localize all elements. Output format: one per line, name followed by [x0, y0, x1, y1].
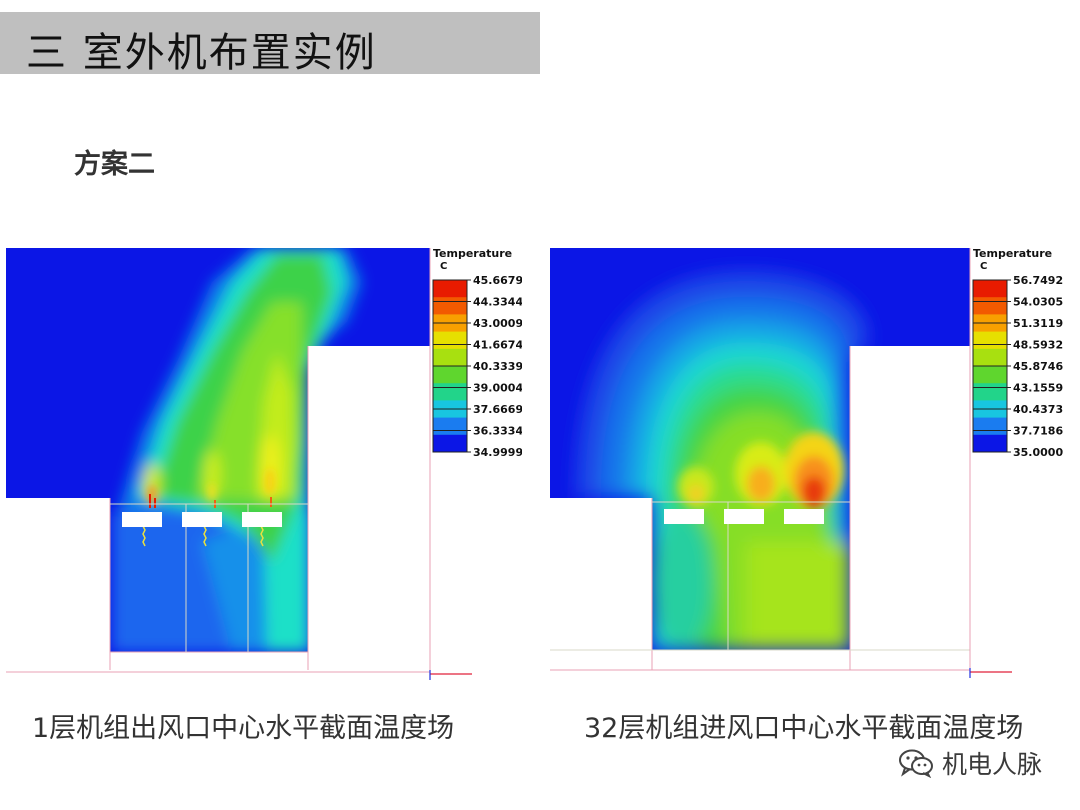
legend-color-band: [973, 297, 1007, 315]
legend-value: 37.7186: [1013, 425, 1063, 438]
legend-value: 41.6674: [473, 339, 522, 352]
watermark: 机电人脉: [898, 745, 1042, 781]
legend-value: 48.5932: [1013, 339, 1063, 352]
legend-color-band: [433, 331, 467, 350]
legend-value: 54.0305: [1013, 296, 1063, 309]
legend-color-band: [433, 348, 467, 367]
legend-value: 40.3339: [473, 360, 522, 373]
temperature-field-panel-2: Temperature C 56.7492 54.0305 51.3119 48.59…: [546, 242, 1066, 692]
legend-value: 39.0004: [473, 382, 522, 395]
title-bar: 三 室外机布置实例: [0, 12, 540, 76]
legend-title: Temperature: [433, 247, 512, 260]
legend-color-band: [973, 434, 1007, 453]
legend-color-band: [433, 366, 467, 384]
building-outline: [6, 248, 431, 674]
legend-color-band: [433, 297, 467, 315]
building-outline: [550, 248, 971, 674]
outdoor-unit: [122, 512, 162, 527]
legend-value: 35.0000: [1013, 446, 1063, 459]
legend-color-band: [973, 417, 1007, 436]
outdoor-unit: [784, 509, 824, 524]
watermark-text: 机电人脉: [942, 750, 1043, 779]
legend-value: 43.0009: [473, 317, 522, 330]
legend-unit: C: [980, 261, 987, 272]
legend-unit: C: [440, 261, 447, 272]
outdoor-unit: [242, 512, 282, 527]
legend-color-band: [973, 366, 1007, 384]
caption-panel-2: 32层机组进风口中心水平截面温度场: [584, 713, 1024, 744]
outdoor-unit: [182, 512, 222, 527]
legend-value: 45.6679: [473, 274, 522, 287]
legend-value: 34.9999: [473, 446, 522, 459]
legend-color-band: [433, 280, 467, 298]
legend-value: 37.6669: [473, 403, 522, 416]
legend-color-band: [433, 434, 467, 453]
legend-color-band: [433, 417, 467, 436]
legend-value: 44.3344: [473, 296, 522, 309]
temperature-legend: Temperature C 56.7492 54.0305 51.3119 48.59…: [972, 247, 1063, 459]
legend-color-band: [973, 348, 1007, 367]
legend-value: 43.1559: [1013, 382, 1063, 395]
legend-value: 40.4373: [1013, 403, 1063, 416]
section-subtitle: 方案二: [74, 149, 155, 180]
outdoor-unit: [724, 509, 764, 524]
temperature-field-plot-2: Temperature C 56.7492 54.0305 51.3119 48.59…: [550, 247, 1063, 678]
wechat-icon: [899, 749, 933, 778]
legend-value: 45.8746: [1013, 360, 1063, 373]
temperature-field-plot-1: Temperature C 45.6679 44.3344 43.0009 41.66…: [6, 247, 522, 680]
legend-title: Temperature: [973, 247, 1052, 260]
contour-field: [6, 248, 430, 652]
temperature-legend: Temperature C 45.6679 44.3344 43.0009 41.66…: [432, 247, 522, 459]
legend-color-band: [433, 383, 467, 401]
legend-value: 51.3119: [1013, 317, 1063, 330]
legend-color-band: [973, 331, 1007, 350]
temperature-field-panel-1: Temperature C 45.6679 44.3344 43.0009 41.66…: [2, 242, 522, 692]
caption-panel-1: 1层机组出风口中心水平截面温度场: [32, 713, 455, 744]
page-title: 三 室外机布置实例: [26, 30, 377, 76]
legend-color-band: [973, 383, 1007, 401]
legend-value: 36.3334: [473, 425, 522, 438]
legend-value: 56.7492: [1013, 274, 1063, 287]
outdoor-unit: [664, 509, 704, 524]
legend-color-band: [973, 280, 1007, 298]
contour-field: [550, 248, 970, 650]
